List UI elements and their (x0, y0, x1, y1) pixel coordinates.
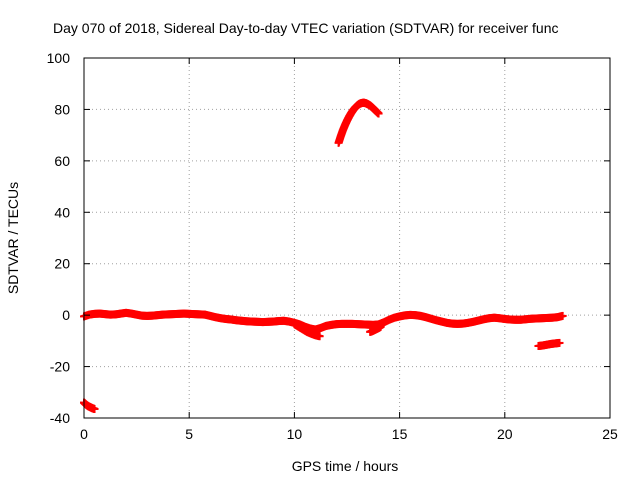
plot-frame (83, 57, 611, 419)
x-tick-label: 20 (497, 426, 513, 442)
data-point-dip-around-13.8h (376, 322, 385, 331)
data-point-late-negative (555, 338, 564, 347)
data-point-dip-around-11h (315, 332, 324, 341)
tick-layer (83, 57, 611, 419)
y-tick-label: 20 (54, 256, 70, 272)
grid-layer (84, 58, 610, 418)
y-tick-label: 80 (54, 101, 70, 117)
x-tick-label: 10 (287, 426, 303, 442)
y-tick-label: 60 (54, 153, 70, 169)
data-layer (80, 98, 567, 413)
data-point-high-arc (374, 109, 383, 118)
x-axis-label: GPS time / hours (292, 458, 399, 474)
chart-title: Day 070 of 2018, Sidereal Day-to-day VTE… (53, 20, 559, 36)
x-tick-label: 25 (602, 426, 618, 442)
y-tick-label: 100 (47, 50, 71, 66)
y-axis-label: SDTVAR / TECUs (5, 182, 21, 294)
y-tick-label: 0 (62, 307, 70, 323)
data-point-early-negative (90, 405, 99, 413)
x-tick-label: 15 (392, 426, 408, 442)
y-tick-label: 40 (54, 204, 70, 220)
label-layer: 0 5 10 15 20 25 -40 -20 0 20 40 60 80 100 (47, 50, 618, 442)
data-point-main-band (558, 311, 567, 320)
y-tick-label: -40 (50, 410, 70, 426)
y-tick-label: -20 (50, 359, 70, 375)
x-tick-label: 5 (185, 426, 193, 442)
x-tick-label: 0 (80, 426, 88, 442)
